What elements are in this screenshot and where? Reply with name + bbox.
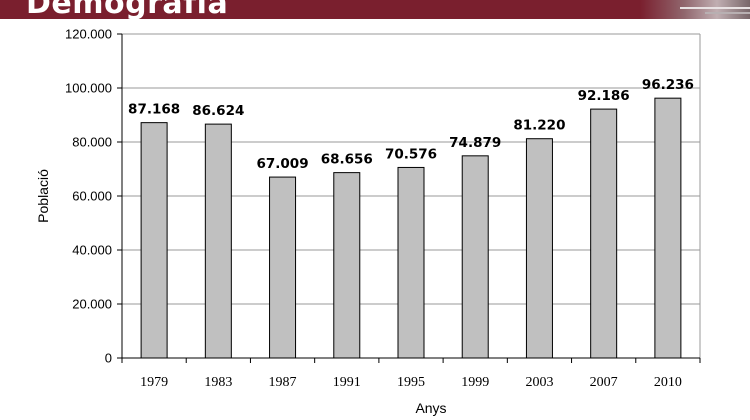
x-tick-label: 1999 xyxy=(461,375,489,390)
x-tick-label: 2010 xyxy=(654,375,682,390)
y-tick-labels: 0 20.000 40.000 60.000 80.000 100.000 120.000 xyxy=(65,27,112,366)
bar xyxy=(140,122,168,359)
x-tick-label: 1987 xyxy=(269,375,297,390)
data-label: 74.879 xyxy=(449,135,501,151)
data-label: 87.168 xyxy=(128,102,180,118)
y-tick-label: 0 xyxy=(105,351,112,366)
y-tick-label: 40.000 xyxy=(72,243,112,258)
bars xyxy=(140,97,682,359)
banner-decoration xyxy=(640,0,750,19)
bar xyxy=(397,166,425,359)
bar xyxy=(333,172,361,359)
data-label: 81.220 xyxy=(513,118,565,134)
x-axis-title: Anys xyxy=(415,400,446,416)
bar xyxy=(461,155,489,359)
y-tick-label: 100.000 xyxy=(65,81,112,96)
bar xyxy=(525,138,553,359)
x-tick-label: 2007 xyxy=(590,375,618,390)
data-label: 86.624 xyxy=(192,103,244,119)
x-tick-labels: 1979 1983 1987 1991 1995 1999 2003 2007 2010 xyxy=(140,375,682,390)
bar xyxy=(654,97,682,359)
x-tick-label: 1979 xyxy=(140,375,168,390)
data-labels: 87.168 86.624 67.009 68.656 70.576 74.879 81.2… xyxy=(128,77,694,172)
x-tick-label: 1983 xyxy=(204,375,232,390)
y-tick-label: 20.000 xyxy=(72,297,112,312)
data-label: 92.186 xyxy=(578,88,630,104)
y-tick-label: 80.000 xyxy=(72,135,112,150)
bar xyxy=(269,176,297,359)
bar xyxy=(204,123,232,359)
page-title: Demografia xyxy=(26,0,229,19)
data-label: 68.656 xyxy=(321,152,373,168)
data-label: 70.576 xyxy=(385,146,437,162)
y-axis-title: Població xyxy=(35,169,51,223)
x-tick-label: 2003 xyxy=(525,375,553,390)
header-banner: Demografia xyxy=(0,0,750,19)
bar xyxy=(590,108,618,359)
y-tick-label: 60.000 xyxy=(72,189,112,204)
x-tick-label: 1991 xyxy=(333,375,361,390)
y-tick-label: 120.000 xyxy=(65,27,112,42)
data-label: 96.236 xyxy=(642,77,694,93)
x-tick-label: 1995 xyxy=(397,375,425,390)
axes xyxy=(117,33,701,363)
data-label: 67.009 xyxy=(257,156,309,172)
